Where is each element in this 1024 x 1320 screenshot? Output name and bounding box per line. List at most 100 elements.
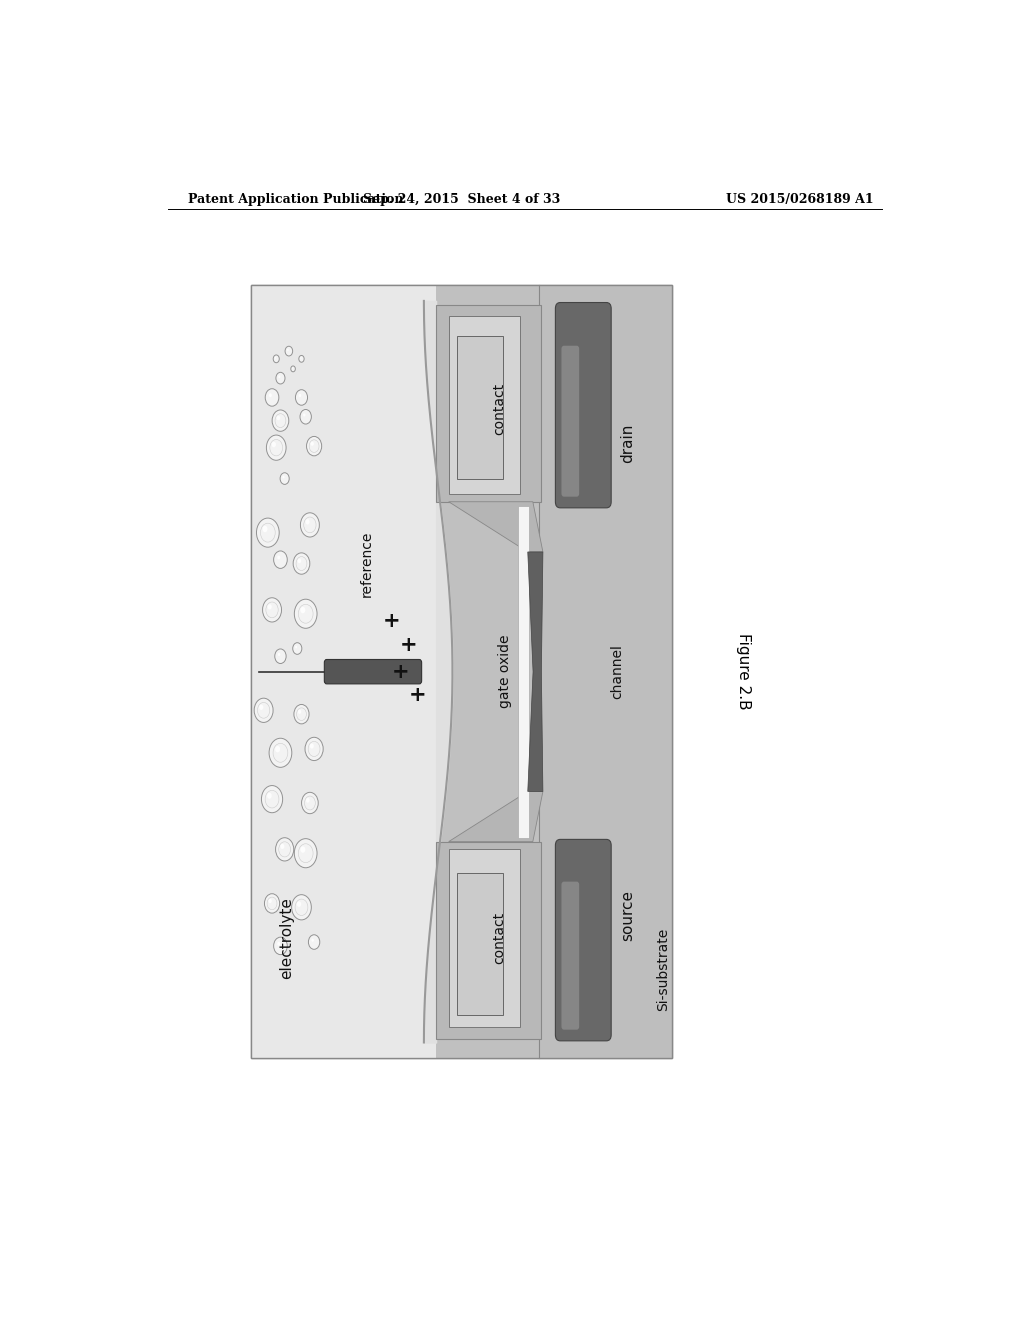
Text: electrolyte: electrolyte — [280, 898, 294, 979]
Text: Figure 2.B: Figure 2.B — [735, 634, 751, 710]
Circle shape — [273, 355, 280, 363]
Circle shape — [298, 558, 301, 564]
Circle shape — [274, 649, 286, 664]
Circle shape — [278, 653, 281, 656]
Circle shape — [265, 388, 279, 407]
Text: reference: reference — [359, 531, 374, 597]
Text: Sep. 24, 2015  Sheet 4 of 33: Sep. 24, 2015 Sheet 4 of 33 — [362, 193, 560, 206]
Circle shape — [294, 599, 317, 628]
Circle shape — [311, 939, 314, 942]
Circle shape — [267, 793, 271, 799]
Circle shape — [296, 389, 307, 405]
Circle shape — [266, 436, 286, 461]
Bar — [449, 317, 520, 494]
FancyBboxPatch shape — [555, 302, 611, 508]
Bar — [436, 842, 542, 1039]
Circle shape — [278, 941, 281, 945]
Circle shape — [300, 358, 301, 359]
Bar — [251, 285, 436, 1057]
Text: source: source — [620, 890, 635, 941]
Circle shape — [275, 746, 281, 752]
Circle shape — [293, 643, 302, 655]
Text: US 2015/0268189 A1: US 2015/0268189 A1 — [726, 193, 873, 206]
Polygon shape — [449, 792, 543, 842]
Bar — [457, 335, 504, 479]
Circle shape — [276, 416, 281, 420]
Text: channel: channel — [610, 644, 624, 700]
Bar — [251, 285, 672, 1057]
Text: drain: drain — [620, 424, 635, 463]
Text: Si-substrate: Si-substrate — [656, 928, 670, 1011]
Circle shape — [274, 356, 276, 359]
Circle shape — [264, 894, 280, 913]
Bar — [436, 285, 542, 1057]
Bar — [449, 849, 520, 1027]
Text: +: + — [400, 635, 418, 655]
Text: contact: contact — [493, 912, 506, 964]
Circle shape — [297, 902, 301, 907]
Bar — [457, 873, 504, 1015]
Circle shape — [295, 645, 297, 648]
Circle shape — [269, 393, 271, 397]
Circle shape — [267, 605, 271, 610]
Circle shape — [299, 355, 304, 362]
Polygon shape — [527, 552, 543, 792]
Circle shape — [299, 393, 301, 397]
Text: gate oxide: gate oxide — [499, 635, 512, 709]
Circle shape — [262, 525, 267, 532]
FancyBboxPatch shape — [561, 346, 580, 496]
Circle shape — [300, 409, 311, 424]
Circle shape — [298, 710, 301, 714]
Text: +: + — [383, 611, 400, 631]
Circle shape — [275, 372, 285, 384]
Circle shape — [300, 607, 305, 614]
Bar — [251, 285, 672, 1057]
Circle shape — [281, 843, 285, 849]
Circle shape — [292, 895, 311, 920]
Circle shape — [256, 517, 280, 548]
Circle shape — [271, 442, 275, 447]
Bar — [436, 305, 542, 502]
Circle shape — [268, 899, 271, 903]
Circle shape — [273, 550, 288, 569]
Bar — [539, 285, 672, 1057]
Circle shape — [285, 346, 293, 356]
Circle shape — [283, 475, 285, 478]
Circle shape — [294, 705, 309, 723]
Circle shape — [306, 437, 322, 455]
FancyBboxPatch shape — [555, 840, 611, 1041]
Circle shape — [306, 799, 309, 803]
Circle shape — [275, 838, 294, 861]
Polygon shape — [449, 502, 543, 552]
Circle shape — [293, 553, 310, 574]
Circle shape — [272, 411, 289, 432]
Circle shape — [281, 473, 289, 484]
Circle shape — [301, 792, 318, 813]
Circle shape — [303, 413, 305, 417]
Circle shape — [300, 512, 319, 537]
Circle shape — [262, 598, 282, 622]
Circle shape — [291, 366, 295, 372]
Text: Patent Application Publication: Patent Application Publication — [187, 193, 403, 206]
Circle shape — [305, 738, 324, 760]
Bar — [518, 506, 528, 838]
Circle shape — [278, 556, 281, 560]
Circle shape — [294, 838, 317, 867]
Circle shape — [261, 785, 283, 813]
Circle shape — [300, 846, 305, 853]
Circle shape — [279, 375, 281, 378]
Text: +: + — [409, 685, 426, 705]
Circle shape — [269, 738, 292, 767]
FancyBboxPatch shape — [561, 882, 580, 1030]
Circle shape — [310, 442, 314, 446]
Circle shape — [259, 705, 263, 710]
Circle shape — [287, 348, 289, 351]
Circle shape — [305, 519, 309, 524]
Text: +: + — [391, 661, 410, 681]
Text: contact: contact — [493, 383, 506, 436]
Circle shape — [254, 698, 273, 722]
FancyBboxPatch shape — [325, 660, 422, 684]
Circle shape — [273, 937, 288, 954]
Circle shape — [308, 935, 319, 949]
Circle shape — [310, 743, 313, 748]
